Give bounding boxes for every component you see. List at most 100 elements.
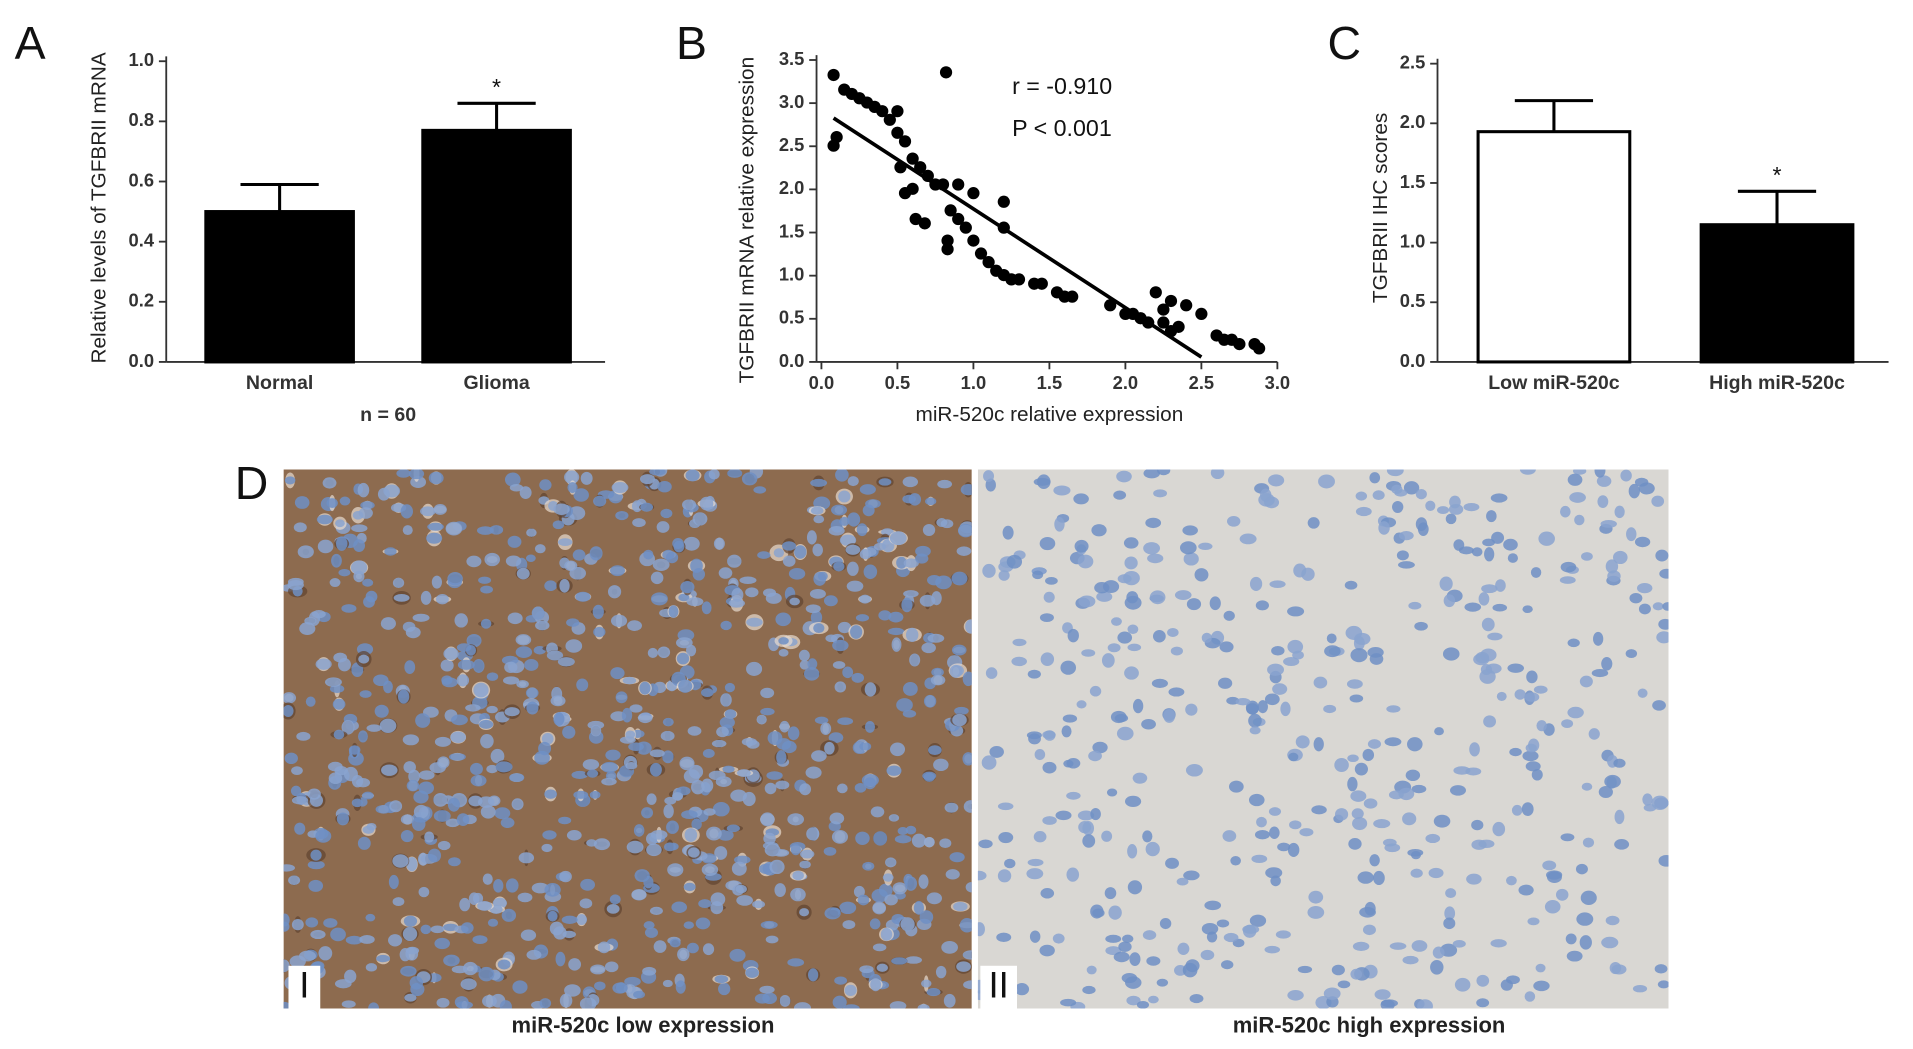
point [974, 247, 988, 260]
nucleus [1662, 602, 1669, 611]
nucleus [687, 847, 700, 858]
nucleus [676, 652, 690, 665]
panel-label: B [676, 17, 707, 69]
nucleus [1272, 683, 1288, 695]
nucleus [683, 882, 696, 892]
nucleus [544, 882, 561, 897]
nucleus [441, 675, 453, 685]
nucleus [902, 682, 918, 696]
nucleus [1524, 692, 1540, 702]
nucleus [1398, 531, 1414, 541]
nucleus [925, 497, 937, 506]
nucleus [1264, 693, 1280, 706]
point [1066, 290, 1079, 303]
nucleus [886, 765, 902, 776]
nucleus [418, 770, 435, 780]
nucleus [662, 979, 673, 988]
point [941, 234, 954, 247]
nucleus [978, 839, 993, 849]
nucleus [379, 718, 397, 733]
nucleus [731, 588, 744, 602]
nucleus [1223, 932, 1239, 943]
nucleus [1348, 838, 1362, 850]
point [1180, 299, 1193, 312]
nucleus [859, 965, 874, 974]
nucleus [621, 707, 633, 723]
nucleus [1559, 576, 1576, 584]
nucleus [1039, 944, 1055, 957]
nucleus [1642, 793, 1653, 806]
nucleus [779, 720, 790, 733]
nucleus [939, 838, 952, 849]
nucleus [642, 966, 657, 976]
nucleus [1159, 917, 1172, 930]
nucleus [640, 474, 655, 485]
nucleus [348, 751, 364, 766]
nucleus [1060, 998, 1077, 1007]
nucleus [509, 773, 525, 783]
nucleus [397, 689, 410, 704]
nucleus [526, 949, 542, 960]
nucleus [1102, 580, 1120, 594]
nucleus [943, 993, 956, 1008]
point [830, 130, 843, 144]
image-label: I [299, 964, 309, 1005]
nucleus [1270, 875, 1281, 887]
nucleus [323, 918, 338, 928]
nucleus [341, 1000, 356, 1008]
nucleus [1060, 660, 1077, 675]
nucleus [465, 704, 481, 712]
y-axis-label: TGFBRII mRNA relative expression [736, 57, 759, 384]
nucleus [1113, 490, 1127, 500]
nucleus [681, 810, 698, 820]
nucleus [1219, 641, 1234, 653]
nucleus [339, 496, 351, 506]
nucleus [358, 654, 370, 664]
nucleus [1249, 914, 1267, 927]
nucleus [1657, 980, 1669, 989]
nucleus [1480, 648, 1497, 662]
nucleus [375, 805, 392, 814]
nucleus [1478, 592, 1490, 606]
nucleus [763, 832, 776, 845]
nucleus [687, 726, 702, 736]
y-tick-label: 0.2 [129, 290, 154, 311]
nucleus [1452, 940, 1466, 948]
nucleus [1029, 930, 1041, 943]
nucleus [807, 658, 818, 670]
nucleus [1430, 960, 1444, 975]
nucleus [764, 843, 781, 857]
nucleus [1194, 568, 1209, 582]
y-tick-label: 0.5 [1400, 290, 1425, 311]
y-tick-label: 0.4 [129, 229, 155, 250]
nucleus [930, 674, 946, 686]
nucleus [634, 869, 650, 882]
nucleus [612, 982, 628, 994]
nucleus [1601, 936, 1619, 949]
nucleus [1593, 631, 1604, 646]
nucleus [558, 816, 572, 825]
nucleus [1156, 978, 1169, 987]
nucleus [1454, 977, 1471, 992]
nucleus [609, 894, 621, 905]
nucleus [538, 741, 552, 756]
nucleus [1444, 906, 1456, 921]
nucleus [1362, 748, 1375, 762]
nucleus [1432, 946, 1445, 959]
nucleus [493, 878, 504, 893]
nucleus [1116, 470, 1132, 483]
nucleus [998, 570, 1010, 581]
nucleus [433, 810, 451, 822]
nucleus [1295, 735, 1310, 749]
nucleus [356, 777, 371, 788]
point [939, 66, 953, 79]
nucleus [505, 555, 522, 567]
nucleus [1268, 807, 1282, 816]
nucleus [672, 538, 684, 550]
nucleus [896, 698, 913, 712]
nucleus [951, 644, 967, 656]
nucleus [1206, 931, 1218, 943]
x-tick-label: 1.0 [961, 372, 986, 393]
nucleus [1367, 739, 1382, 749]
nucleus [454, 613, 468, 628]
